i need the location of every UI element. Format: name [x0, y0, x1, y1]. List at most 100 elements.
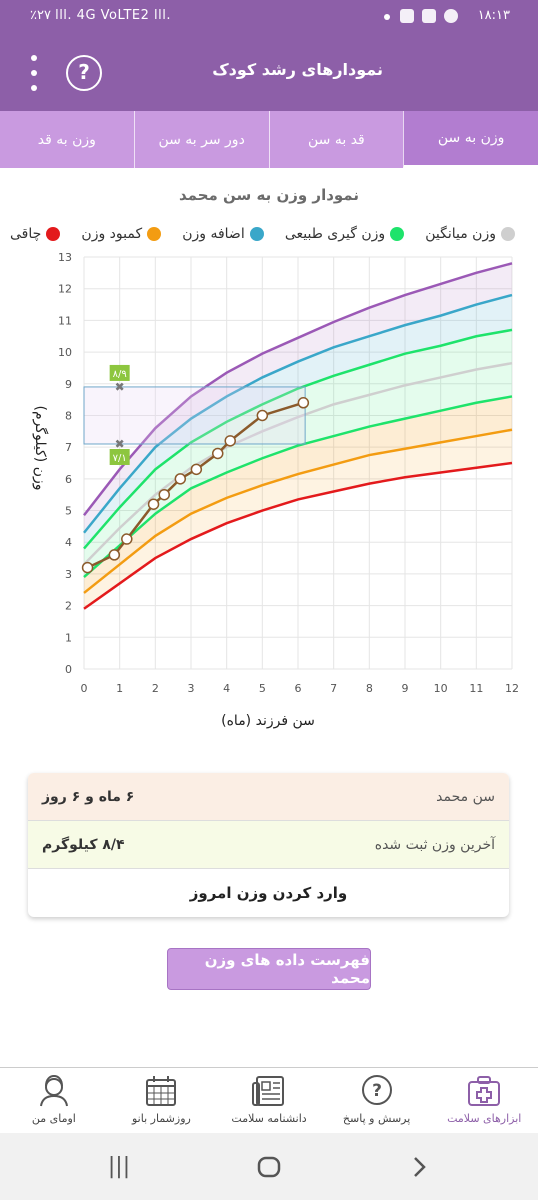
percentile-series-line [83, 293, 513, 534]
newspaper-icon [252, 1076, 285, 1106]
nav-label: دانشنامه سلامت [231, 1112, 307, 1125]
x-tick-label: 6 [295, 682, 302, 695]
y-tick-label: 1 [65, 631, 72, 644]
nav-label: روزشمار بانو [132, 1112, 191, 1125]
nav-item-encyclopedia[interactable]: دانشنامه سلامت [215, 1068, 323, 1133]
expected-range-box [83, 386, 306, 445]
status-indicators: ٪۲۷ lll. 4G VoLTE2 lll. [30, 8, 171, 23]
chart-band [84, 329, 512, 565]
nav-item-health-tools[interactable]: ابزارهای سلامت [430, 1068, 538, 1133]
child-weight-point [81, 561, 94, 574]
percentile-series-line [83, 395, 513, 579]
nav-item-qa[interactable]: ? پرسش و پاسخ [323, 1068, 431, 1133]
percentile-series-line [83, 328, 513, 550]
y-tick-label: 8 [65, 409, 72, 422]
tab-head-circumference-for-age[interactable]: دور سر به سن [133, 111, 269, 168]
y-tick-label: 12 [58, 283, 72, 296]
legend-item-normal-gain: وزن گیری طبیعی [284, 226, 405, 242]
y-tick-label: 3 [65, 568, 72, 581]
help-button[interactable]: ? [66, 55, 102, 91]
weight-data-list-button[interactable]: فهرست داده های وزن محمد [167, 948, 371, 990]
status-bar: ٪۲۷ lll. 4G VoLTE2 lll. ۱۸:۱۳ [0, 0, 538, 33]
status-time: ۱۸:۱۳ [477, 8, 510, 23]
x-tick-label: 3 [188, 682, 195, 695]
info-card: سن محمد ۶ ماه و ۶ روز آخرین وزن ثبت شده … [28, 773, 509, 917]
y-tick-label: 2 [65, 600, 72, 613]
last-weight-row: آخرین وزن ثبت شده ۸/۴ کیلوگرم [28, 821, 509, 869]
x-axis-label: سن فرزند (ماه) [221, 713, 315, 729]
svg-text:?: ? [372, 1081, 382, 1101]
growth-chart[interactable]: 0 1 2 3 4 5 6 7 8 9 10 11 12012345678910111213✖✖۸/۹۷… [0, 248, 538, 738]
menu-dot [31, 55, 37, 61]
nav-item-my-profile[interactable]: اومای من [0, 1068, 108, 1133]
nav-item-calendar[interactable]: روزشمار بانو [108, 1068, 216, 1133]
message-icon [422, 9, 436, 23]
overflow-menu-button[interactable] [22, 55, 46, 91]
chart-band [84, 396, 512, 593]
chart-band [84, 363, 512, 578]
y-tick-label: 5 [65, 505, 72, 518]
range-marker: ✖ [115, 380, 125, 394]
back-icon[interactable] [404, 1153, 434, 1181]
bottom-nav: ابزارهای سلامت ? پرسش و پاسخ دانشنامه سل… [0, 1067, 538, 1133]
legend-swatch [147, 227, 162, 241]
legend-item-underweight: کمبود وزن [81, 226, 162, 242]
y-tick-label: 13 [58, 251, 72, 264]
percentile-series-line [83, 361, 513, 566]
enter-today-weight-button[interactable]: وارد کردن وزن امروز [189, 884, 348, 902]
chart-title: نمودار وزن به سن محمد [178, 186, 359, 204]
chart-band [84, 263, 512, 533]
child-weight-point [190, 463, 203, 476]
notification-dot [384, 14, 390, 20]
home-icon[interactable] [254, 1153, 284, 1181]
x-tick-label: 4 [223, 682, 230, 695]
child-weight-point [108, 549, 121, 561]
chrome-icon [444, 9, 458, 23]
x-tick-label: 5 [259, 682, 266, 695]
range-high-badge [109, 364, 130, 381]
legend-swatch [249, 227, 264, 241]
child-weight-point [158, 488, 170, 501]
app-notification-icon [400, 9, 414, 23]
y-tick-label: 0 [65, 663, 72, 676]
legend-item-obesity: چاقی [10, 226, 61, 242]
x-tick-label: 12 [505, 682, 519, 695]
chart-band [84, 429, 512, 609]
percentile-series-line [83, 428, 513, 594]
child-weight-point [174, 473, 187, 485]
range-high-label: ۸/۹ [113, 369, 127, 380]
tab-height-for-age[interactable]: قد به سن [268, 111, 404, 168]
nav-label: پرسش و پاسخ [342, 1112, 411, 1125]
age-label: سن محمد [436, 788, 495, 805]
y-tick-label: 9 [65, 378, 72, 391]
legend-label: اضافه وزن [182, 226, 245, 242]
y-tick-label: 4 [65, 536, 72, 549]
age-value: ۶ ماه و ۶ روز [42, 788, 135, 805]
range-marker: ✖ [115, 437, 125, 451]
medical-kit-icon [468, 1076, 501, 1106]
legend-label: کمبود وزن [81, 226, 143, 242]
recent-apps-icon[interactable]: ||| [107, 1154, 131, 1179]
child-weight-point [297, 397, 310, 409]
x-tick-label: 11 [469, 682, 483, 695]
question-icon: ? [361, 1075, 392, 1105]
home-shape [257, 1156, 281, 1178]
tab-weight-for-age[interactable]: وزن به سن [403, 111, 538, 168]
chevron-right-icon [414, 1157, 426, 1177]
nav-label: اومای من [31, 1112, 76, 1125]
x-tick-label: 9 [402, 682, 409, 695]
profile-icon [39, 1074, 68, 1107]
x-tick-label: 0 [81, 682, 88, 695]
tab-weight-for-height[interactable]: وزن به قد [37, 131, 96, 148]
chart-legend: چاقی کمبود وزن اضافه وزن وزن گیری طبیعی … [10, 226, 515, 242]
range-low-badge [109, 448, 130, 465]
menu-dot [31, 85, 37, 91]
menu-dot [31, 70, 37, 76]
child-weight-point [224, 435, 236, 447]
legend-label: وزن گیری طبیعی [284, 226, 386, 242]
last-weight-value: ۸/۴ کیلوگرم [42, 836, 125, 853]
page-title: نمودارهای رشد کودک [212, 60, 383, 79]
x-tick-label: 2 [152, 682, 159, 695]
child-weight-point [147, 498, 160, 510]
percentile-series-line [83, 262, 513, 517]
